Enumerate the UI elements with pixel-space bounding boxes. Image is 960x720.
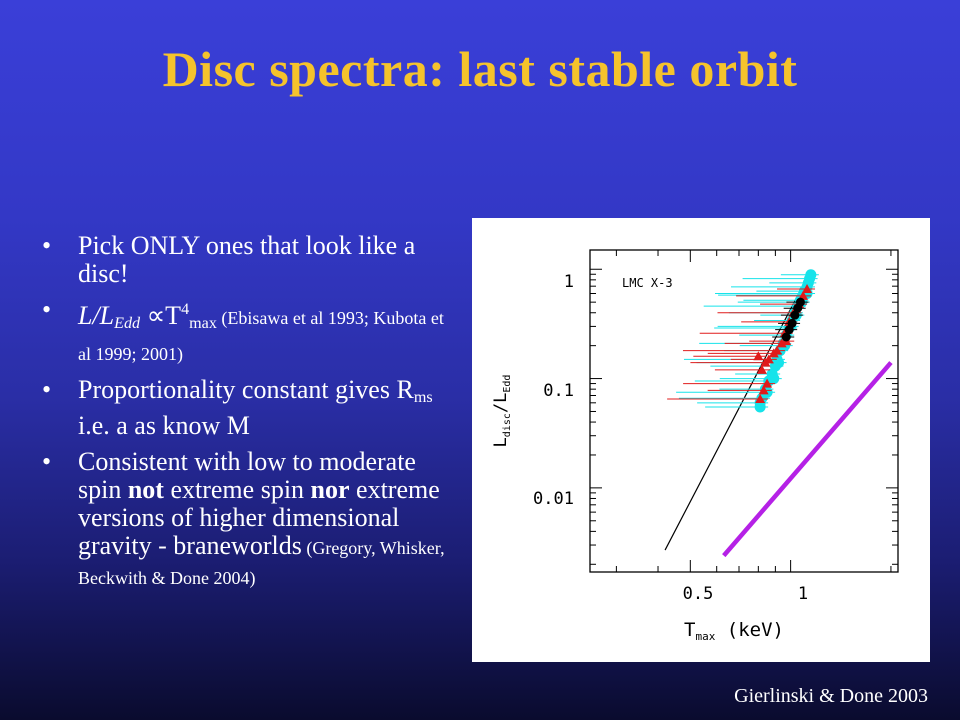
ytick-label-0.1: 0.1 bbox=[543, 381, 574, 401]
data-point-circle bbox=[790, 310, 800, 320]
power-superscript: 4 bbox=[181, 301, 190, 318]
bullet-1: • Pick ONLY ones that look like a disc! bbox=[40, 232, 458, 288]
citation-text: (Gregory, Whisker, Beckwith & Done 2004) bbox=[78, 538, 445, 588]
bullet-text: Consistent with low to moderate spin bbox=[78, 447, 416, 504]
l-symbol: L/L bbox=[78, 301, 115, 330]
data-point-triangle bbox=[802, 283, 813, 293]
ytick-label-0.01: 0.01 bbox=[533, 489, 574, 509]
bullet-dot: • bbox=[42, 295, 52, 324]
bullet-dot: • bbox=[42, 447, 52, 476]
footer-citation: Gierlinski & Done 2003 bbox=[734, 685, 928, 707]
bold-not: not bbox=[127, 475, 164, 504]
data-point-triangle bbox=[762, 378, 773, 388]
bullet-text: Proportionality constant gives R bbox=[78, 375, 414, 404]
edd-subscript: Edd bbox=[114, 315, 141, 332]
max-subscript: max bbox=[189, 315, 217, 332]
data-point-circle bbox=[768, 373, 780, 385]
citation-text: (Ebisawa et al 1993; Kubota et al 1999; … bbox=[78, 308, 444, 364]
bullet-dot: • bbox=[42, 231, 52, 260]
bullet-text: extreme versions of higher dimensional g… bbox=[78, 475, 440, 560]
slide-title: Disc spectra: last stable orbit bbox=[162, 41, 798, 97]
data-point-triangle bbox=[760, 357, 771, 367]
bullet-dot: • bbox=[42, 375, 52, 404]
ytick-label-1: 1 bbox=[564, 272, 574, 292]
data-point-triangle bbox=[756, 364, 767, 374]
bullet-3: • Proportionality constant gives Rms i.e… bbox=[40, 376, 458, 440]
x-axis-label: Tmax (keV) bbox=[684, 619, 784, 643]
bullet-text: extreme spin bbox=[163, 475, 311, 504]
source-label: LMC X-3 bbox=[622, 276, 673, 290]
bold-nor: nor bbox=[310, 475, 350, 504]
bullet-4: • Consistent with low to moderate spin n… bbox=[40, 448, 458, 592]
bullet-text: Pick ONLY ones that look like a disc! bbox=[78, 231, 416, 288]
data-point-triangle bbox=[758, 385, 769, 395]
magenta-line bbox=[722, 361, 893, 558]
data-point-circle bbox=[784, 325, 794, 335]
data-point-triangle bbox=[768, 348, 779, 358]
data-point-circle bbox=[793, 303, 803, 313]
data-point-circle bbox=[773, 357, 785, 369]
ms-subscript: ms bbox=[413, 389, 433, 406]
xtick-label-1: 1 bbox=[798, 584, 808, 604]
bullet-2: • L/LEdd ∝T4max (Ebisawa et al 1993; Kub… bbox=[40, 296, 458, 368]
scatter-plot: 1 0.1 0.01 0.5 1 LMC X-3 Tmax (keV) Ldis… bbox=[491, 249, 899, 643]
data-point-triangle bbox=[753, 351, 764, 361]
figure-panel: 1 0.1 0.01 0.5 1 LMC X-3 Tmax (keV) Ldis… bbox=[472, 218, 930, 662]
relation-line bbox=[664, 269, 812, 551]
bullet-text: i.e. a as know M bbox=[78, 411, 250, 440]
data-point-triangle bbox=[755, 394, 766, 404]
proportional-symbol: ∝T bbox=[140, 301, 182, 330]
y-axis-label: Ldisc/LEdd bbox=[491, 375, 513, 448]
data-point-circle bbox=[781, 332, 791, 342]
xtick-label-0.5: 0.5 bbox=[683, 584, 714, 604]
bullet-list: • Pick ONLY ones that look like a disc! … bbox=[40, 232, 458, 600]
